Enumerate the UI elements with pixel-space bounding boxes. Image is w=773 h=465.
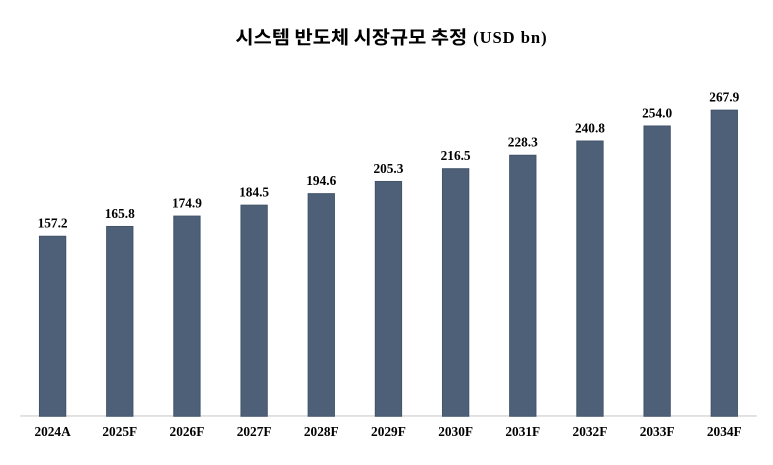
svg-text:157.2: 157.2 xyxy=(38,216,68,231)
svg-text:2032F: 2032F xyxy=(573,424,608,439)
svg-text:194.6: 194.6 xyxy=(306,173,336,188)
svg-text:2025F: 2025F xyxy=(102,424,137,439)
svg-text:2034F: 2034F xyxy=(707,424,742,439)
svg-text:2028F: 2028F xyxy=(304,424,339,439)
svg-text:267.9: 267.9 xyxy=(709,90,739,105)
svg-text:2033F: 2033F xyxy=(640,424,675,439)
svg-text:184.5: 184.5 xyxy=(239,185,269,200)
svg-text:228.3: 228.3 xyxy=(508,135,538,150)
svg-text:216.5: 216.5 xyxy=(441,148,471,163)
svg-text:2029F: 2029F xyxy=(371,424,406,439)
svg-text:2030F: 2030F xyxy=(438,424,473,439)
svg-text:240.8: 240.8 xyxy=(575,120,605,135)
svg-text:174.9: 174.9 xyxy=(172,195,202,210)
svg-text:254.0: 254.0 xyxy=(642,105,672,120)
svg-text:2024A: 2024A xyxy=(34,424,71,439)
svg-text:205.3: 205.3 xyxy=(373,161,403,176)
svg-text:2027F: 2027F xyxy=(237,424,272,439)
svg-text:2026F: 2026F xyxy=(170,424,205,439)
svg-text:(USD bn): (USD bn) xyxy=(473,28,547,47)
svg-text:2031F: 2031F xyxy=(505,424,540,439)
svg-text:165.8: 165.8 xyxy=(105,206,135,221)
